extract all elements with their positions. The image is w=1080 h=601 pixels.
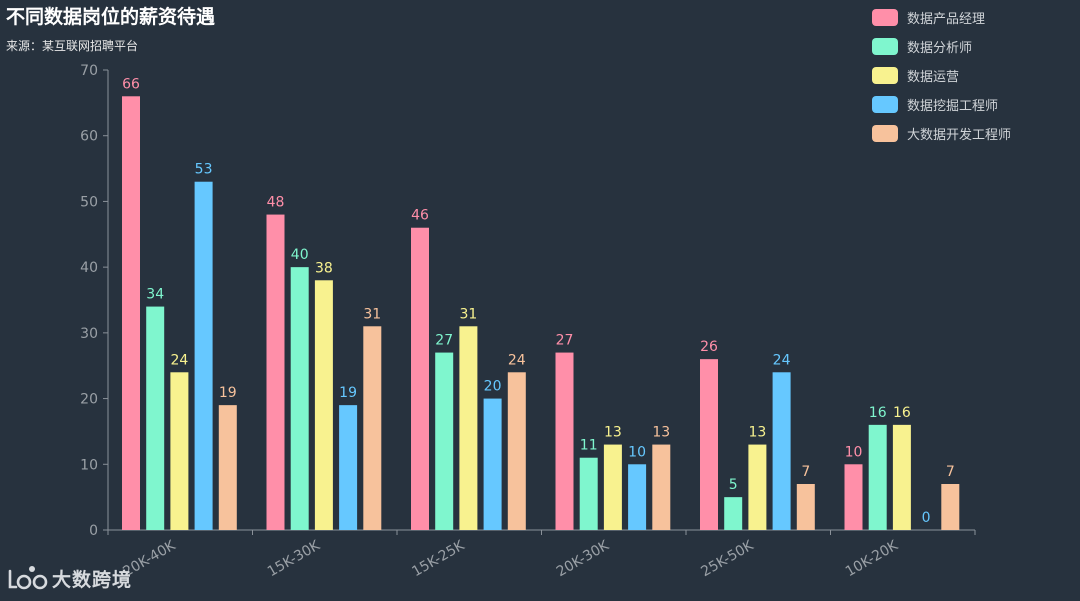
bar — [555, 352, 574, 530]
data-label: 13 — [604, 425, 622, 441]
bar — [411, 227, 429, 530]
legend-label: 数据分析师 — [907, 41, 973, 56]
bar — [122, 96, 140, 531]
bar — [435, 352, 454, 530]
legend-item-mining-engineer[interactable]: 数据挖掘工程师 — [872, 90, 1011, 119]
legend-swatch — [872, 38, 898, 55]
data-label: 19 — [339, 385, 357, 401]
legend-swatch — [872, 9, 898, 26]
bar — [603, 444, 622, 530]
data-label: 0 — [922, 510, 931, 526]
data-label: 10 — [628, 444, 646, 460]
bar — [844, 464, 863, 530]
watermark: 大数跨境 — [6, 563, 132, 593]
data-label: 27 — [556, 333, 574, 349]
legend-swatch — [872, 67, 898, 84]
y-tick-label: 0 — [89, 523, 98, 539]
x-tick-label: 10K-20K — [843, 537, 902, 580]
legend-item-operations[interactable]: 数据运营 — [872, 61, 1011, 90]
bar — [628, 464, 647, 530]
data-label: 11 — [580, 438, 598, 454]
legend-label: 数据挖掘工程师 — [907, 99, 999, 114]
data-label: 26 — [700, 339, 718, 355]
legend: 数据产品经理 数据分析师 数据运营 数据挖掘工程师 大数据开发工程师 — [872, 3, 1011, 148]
data-label: 24 — [170, 352, 188, 368]
bar — [507, 372, 526, 530]
data-label: 66 — [122, 76, 140, 92]
data-label: 27 — [435, 333, 453, 349]
y-tick-label: 10 — [80, 457, 98, 473]
chart-subtitle: 来源：某互联网招聘平台 — [6, 39, 139, 53]
data-label: 7 — [801, 464, 810, 480]
x-tick-label: 25K-50K — [698, 537, 757, 580]
data-label: 7 — [946, 464, 955, 480]
data-label: 40 — [291, 247, 309, 263]
data-label: 24 — [773, 352, 791, 368]
data-label: 19 — [219, 385, 237, 401]
bar — [314, 280, 333, 530]
bar — [339, 405, 358, 530]
data-label: 53 — [195, 162, 213, 178]
bar — [700, 359, 718, 530]
y-tick-label: 60 — [80, 129, 98, 145]
data-label: 34 — [146, 287, 164, 303]
y-tick-label: 20 — [80, 392, 98, 408]
watermark-text: 大数跨境 — [52, 568, 133, 591]
bar — [266, 214, 285, 531]
data-label: 16 — [869, 405, 887, 421]
legend-swatch — [872, 125, 898, 142]
bar — [724, 497, 743, 530]
data-label: 13 — [652, 425, 670, 441]
bar — [579, 457, 598, 530]
bar — [941, 484, 960, 530]
data-label: 5 — [729, 477, 738, 493]
data-label: 48 — [267, 195, 285, 211]
bar — [483, 398, 502, 530]
legend-item-bigdata-engineer[interactable]: 大数据开发工程师 — [872, 119, 1011, 148]
y-tick-label: 50 — [80, 194, 98, 210]
y-tick-label: 30 — [80, 326, 98, 342]
data-label: 31 — [363, 306, 381, 322]
data-label: 24 — [508, 352, 526, 368]
bar — [796, 484, 815, 530]
bar — [290, 267, 309, 530]
x-tick-label: 15K-30K — [265, 537, 324, 580]
legend-label: 数据产品经理 — [907, 12, 986, 27]
bar — [652, 444, 671, 530]
bar — [868, 424, 887, 530]
data-label: 38 — [315, 260, 333, 276]
data-label: 10 — [845, 444, 863, 460]
legend-item-analyst[interactable]: 数据分析师 — [872, 32, 1011, 61]
x-tick-label: 20K-30K — [554, 537, 613, 580]
bar — [748, 444, 767, 530]
data-label: 20 — [484, 379, 502, 395]
bar — [170, 372, 189, 530]
data-label: 31 — [459, 306, 477, 322]
data-label: 13 — [748, 425, 766, 441]
y-tick-label: 40 — [80, 260, 98, 276]
bar — [892, 424, 911, 530]
chart-title: 不同数据岗位的薪资待遇 — [6, 6, 216, 28]
bar — [194, 181, 213, 530]
bar — [218, 405, 237, 530]
legend-swatch — [872, 96, 898, 113]
data-label: 46 — [411, 208, 429, 224]
ide-logo-icon — [8, 566, 48, 590]
legend-label: 数据运营 — [907, 70, 960, 85]
legend-item-product-manager[interactable]: 数据产品经理 — [872, 3, 1011, 32]
legend-label: 大数据开发工程师 — [907, 128, 1012, 143]
bar — [459, 326, 478, 530]
bar — [772, 372, 791, 530]
x-tick-label: 15K-25K — [409, 537, 468, 580]
bar — [146, 306, 165, 530]
bar — [363, 326, 382, 530]
data-label: 16 — [893, 405, 911, 421]
y-tick-label: 70 — [80, 63, 98, 79]
